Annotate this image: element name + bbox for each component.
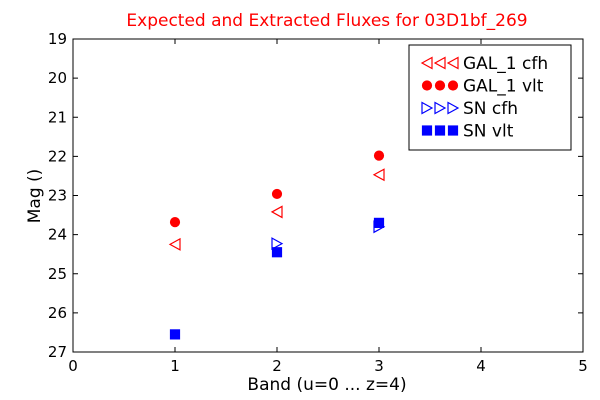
data-point	[271, 247, 283, 258]
y-tick-label: 25	[48, 265, 67, 283]
legend-label: GAL_1 vlt	[463, 77, 544, 97]
data-point	[373, 217, 385, 228]
legend-label: SN vlt	[463, 122, 514, 142]
y-tick-label: 27	[48, 343, 67, 361]
legend-label: GAL_1 cfh	[463, 54, 548, 74]
legend-marker	[433, 56, 446, 70]
data-point	[169, 217, 181, 228]
y-tick-label: 20	[48, 69, 67, 87]
y-tick-label: 21	[48, 108, 67, 126]
data-point	[169, 329, 181, 340]
x-axis-label: Band (u=0 ... z=4)	[247, 375, 406, 395]
legend-item: GAL_1 vlt	[421, 77, 544, 97]
y-tick-label: 26	[48, 304, 67, 322]
legend-label: SN cfh	[463, 99, 518, 119]
data-point	[168, 237, 181, 251]
x-tick-label: 2	[272, 357, 282, 375]
legend-marker	[446, 56, 459, 70]
legend-marker	[434, 125, 446, 136]
x-tick-label: 4	[476, 357, 486, 375]
series-sn-vlt	[169, 217, 385, 340]
data-marks	[168, 150, 386, 340]
y-tick-label: 24	[48, 226, 67, 244]
x-tick-label: 1	[170, 357, 180, 375]
plot-frame	[72, 38, 584, 353]
x-tick-label: 3	[374, 357, 384, 375]
x-tick-label: 0	[68, 357, 78, 375]
legend-marker	[447, 80, 459, 91]
legend-item: GAL_1 cfh	[420, 54, 548, 74]
y-axis-label: Mag ()	[25, 169, 45, 224]
legend-item: SN vlt	[421, 122, 514, 142]
legend-marker	[421, 101, 434, 115]
legend-marker	[434, 101, 447, 115]
data-point	[373, 150, 385, 161]
data-point	[271, 237, 284, 251]
legend-item: SN cfh	[421, 99, 518, 119]
series-gal-1-cfh	[168, 168, 385, 251]
y-tick-label: 22	[48, 147, 67, 165]
legend-marker	[421, 125, 433, 136]
data-point	[271, 188, 283, 200]
data-point	[372, 168, 385, 182]
chart-title: Expected and Extracted Fluxes for 03D1bf…	[126, 11, 527, 31]
legend-marker	[420, 56, 433, 70]
series-gal-1-vlt	[169, 150, 385, 228]
y-tick-label: 23	[48, 187, 67, 205]
data-point	[270, 205, 283, 219]
legend-marker	[447, 125, 459, 136]
y-tick-label: 19	[48, 30, 67, 48]
legend-marker	[434, 80, 446, 91]
x-tick-label: 5	[578, 357, 588, 375]
legend-marker	[421, 80, 433, 91]
legend-marker	[447, 101, 460, 115]
